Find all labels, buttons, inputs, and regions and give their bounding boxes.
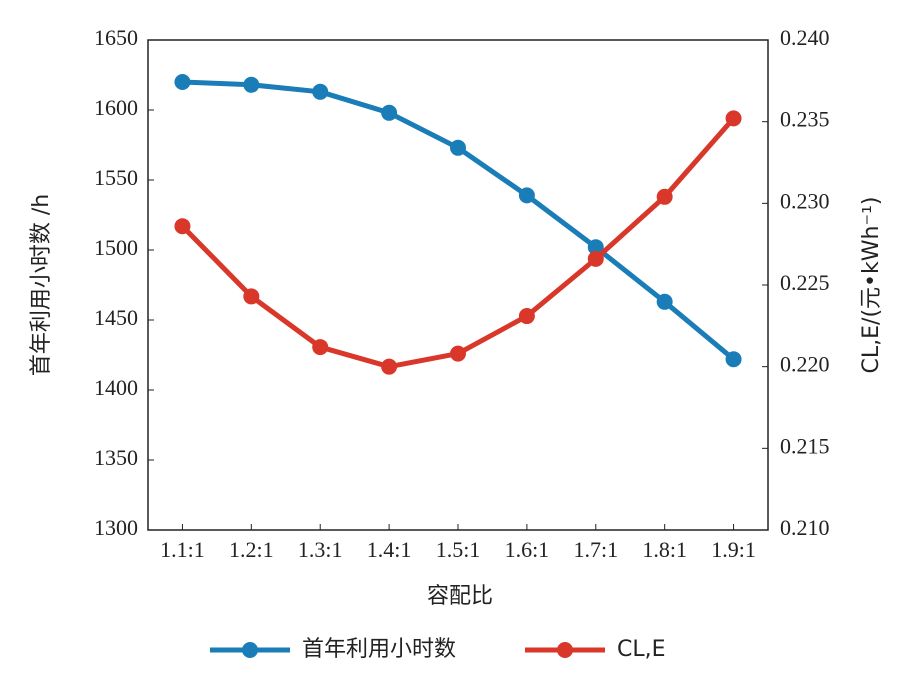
y-tick-label: 1500 [94, 235, 138, 260]
data-point [381, 104, 398, 121]
x-tick-label: 1.6:1 [505, 537, 550, 562]
legend-label: CL,E [617, 637, 666, 662]
data-point [174, 218, 191, 235]
x-tick-label: 1.1:1 [160, 537, 205, 562]
data-point [381, 358, 398, 375]
x-tick-label: 1.4:1 [367, 537, 412, 562]
data-point [174, 74, 191, 90]
y-axis-label: 首年利用小时数 /h [29, 194, 54, 376]
x-axis-label: 容配比 [427, 584, 493, 609]
data-point [450, 345, 466, 362]
data-point [725, 351, 742, 368]
x-tick-label: 1.8:1 [642, 537, 687, 562]
y2-axis-label: CL,E/(元•kWh⁻¹) [859, 197, 884, 374]
y2-tick-label: 0.210 [780, 515, 830, 540]
y-tick-label: 1400 [94, 375, 138, 400]
y-tick-label: 1300 [94, 515, 138, 540]
y-tick-label: 1600 [94, 95, 138, 120]
x-tick-label: 1.9:1 [711, 537, 756, 562]
series-line [182, 79, 736, 362]
y2-tick-label: 0.235 [780, 107, 830, 132]
x-tick-label: 1.5:1 [436, 537, 481, 562]
y2-tick-label: 0.215 [780, 433, 830, 458]
y-tick-label: 1350 [94, 445, 138, 470]
y-tick-label: 1450 [94, 305, 138, 330]
legend: 首年利用小时数 CL,E [210, 637, 666, 662]
data-point [656, 293, 673, 310]
data-point [243, 288, 260, 305]
data-point [518, 308, 535, 325]
data-point [656, 188, 673, 205]
data-point [312, 83, 329, 100]
legend-label: 首年利用小时数 [302, 637, 456, 662]
y2-tick-label: 0.225 [780, 270, 830, 295]
legend-marker [557, 642, 573, 658]
data-point [518, 187, 535, 204]
y2-tick-label: 0.240 [780, 25, 830, 50]
data-point [450, 139, 466, 156]
data-point [312, 339, 329, 356]
y2-tick-label: 0.230 [780, 188, 830, 213]
data-point [725, 110, 742, 127]
y-tick-label: 1550 [94, 165, 138, 190]
x-tick-label: 1.7:1 [573, 537, 618, 562]
y-tick-label: 1650 [94, 25, 138, 50]
data-point [587, 239, 604, 256]
x-tick-label: 1.2:1 [229, 537, 274, 562]
data-point [587, 250, 604, 267]
y2-tick-label: 0.220 [780, 352, 830, 377]
data-point [243, 76, 260, 93]
legend-marker [242, 642, 258, 658]
x-tick-label: 1.3:1 [298, 537, 343, 562]
